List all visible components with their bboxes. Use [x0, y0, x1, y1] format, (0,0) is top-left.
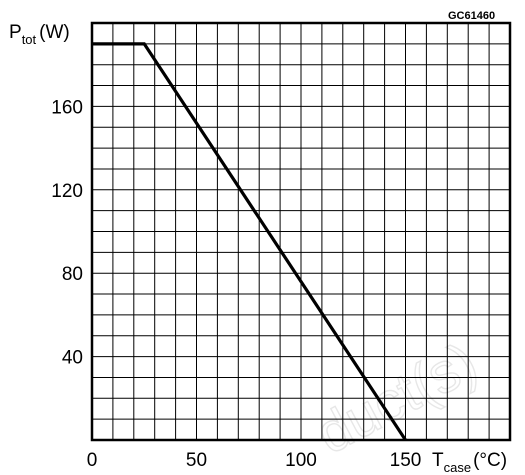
- grid: [92, 23, 510, 440]
- y-axis-symbol: P: [9, 22, 22, 43]
- x-axis-symbol: T: [432, 450, 444, 471]
- x-tick-label: 0: [87, 450, 98, 471]
- watermark-layer: duct(s): [305, 329, 487, 466]
- x-axis-subscript: case: [444, 460, 471, 475]
- series-layer: [92, 42, 407, 441]
- y-axis-label: Ptot (W): [9, 22, 70, 47]
- x-tick-label: 150: [390, 450, 422, 471]
- figure-code: GC61460: [448, 10, 495, 22]
- y-tick-label: 160: [51, 97, 83, 118]
- y-axis-subscript: tot: [22, 32, 37, 47]
- x-tick-label: 50: [186, 450, 207, 471]
- plot-frame: [90, 21, 512, 442]
- y-tick-label: 40: [62, 348, 83, 369]
- y-tick-label: 80: [62, 264, 83, 285]
- y-axis-unit: (W): [39, 22, 70, 43]
- x-tick-label: 100: [285, 450, 317, 471]
- watermark-text: duct(s): [306, 330, 487, 466]
- y-tick-label: 120: [51, 181, 83, 202]
- power-derating-curve: [92, 42, 407, 441]
- x-axis-unit: (°C): [473, 450, 507, 471]
- tick-labels: 0 50 100 150 40 80 120 160: [51, 97, 421, 471]
- x-axis-label: Tcase (°C): [432, 450, 507, 475]
